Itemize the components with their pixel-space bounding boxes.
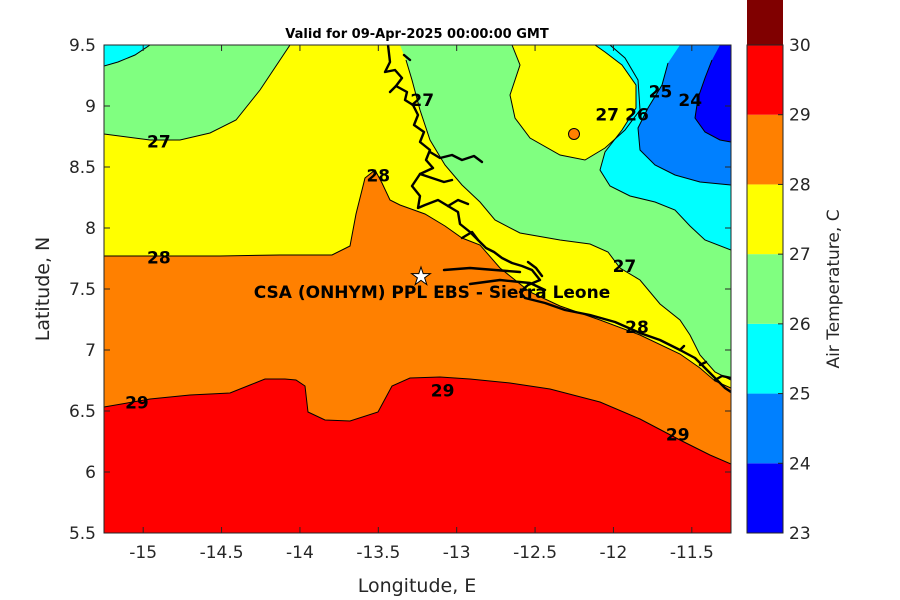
colorbar-tick-label: 23 (789, 524, 811, 544)
temp-band-27-28-east (510, 45, 640, 160)
x-axis-label: Longitude, E (358, 575, 477, 597)
coastline-sherbro (388, 53, 547, 292)
colorbar-tick-label: 28 (789, 175, 811, 195)
y-tick-label: 8.5 (69, 158, 96, 178)
contour-line-26-nw (104, 45, 151, 67)
colorbar-frame (746, 44, 784, 534)
contour-line-29 (104, 376, 731, 465)
contour-lines (104, 45, 731, 465)
contour-label: 27 (410, 91, 434, 111)
temp-band-29-30 (104, 377, 731, 533)
x-tick-label: -11.5 (670, 543, 714, 563)
temperature-marker (568, 128, 580, 140)
colorbar-tick-label: 29 (789, 106, 811, 126)
coastline-se (678, 344, 731, 382)
y-tick-label: 7 (85, 341, 96, 361)
y-axis-label: Latitude, N (32, 237, 54, 342)
x-tick-label: -14 (286, 543, 314, 563)
x-tick-label: -13.5 (356, 543, 400, 563)
colorbar-label: Air Temperature, C (824, 209, 844, 368)
colorbar-segment (747, 45, 783, 115)
contour-label: 24 (678, 91, 702, 111)
contour-label: 27 (613, 257, 637, 277)
colorbar-segment (747, 254, 783, 324)
colorbar-segment (747, 463, 783, 533)
colorbar-tick-label: 30 (789, 36, 811, 56)
colorbar-tick-label: 25 (789, 385, 811, 405)
contour-line-27-west (104, 45, 291, 141)
coastline-main (383, 45, 731, 394)
contour-label: 29 (125, 394, 149, 414)
colorbar-tick-label: 24 (789, 454, 811, 474)
x-tick-label: -12 (600, 543, 628, 563)
colorbar-tick-label: 27 (789, 245, 811, 265)
y-tick-label: 7.5 (69, 280, 96, 300)
y-tick-label: 9.5 (69, 36, 96, 56)
temp-band-25-26-nw (104, 45, 150, 66)
contour-line-26 (594, 45, 731, 251)
contour-line-25 (637, 62, 731, 186)
contour-label: 29 (666, 425, 690, 445)
x-tick-label: -12.5 (513, 543, 557, 563)
contour-label: 28 (147, 248, 171, 268)
colorbar-tick-label: 26 (789, 315, 811, 335)
colorbar-segment (747, 114, 783, 185)
contour-line-24 (694, 59, 731, 143)
colorbar-segment (747, 393, 783, 464)
colorbar-segment (747, 0, 783, 46)
contour-label: 28 (366, 167, 390, 187)
x-tick-label: -13 (443, 543, 471, 563)
y-axis-ticks: 5.5 6 6.5 7 7.5 8 8.5 9 9.5 (69, 36, 731, 544)
coastline-estuary (418, 150, 484, 242)
contour-line-28 (104, 169, 731, 389)
temp-band-23-24 (695, 45, 731, 142)
contour-label: 27 (595, 106, 619, 126)
y-tick-label: 6 (85, 463, 96, 483)
contour-label: 28 (625, 318, 649, 338)
coastline (383, 45, 731, 394)
x-tick-label: -15 (129, 543, 157, 563)
map-title: Valid for 09-Apr-2025 00:00:00 GMT (285, 27, 549, 42)
contour-label: 29 (431, 381, 455, 401)
x-tick-label: -14.5 (200, 543, 244, 563)
y-tick-label: 6.5 (69, 402, 96, 422)
temp-band-26-27-west (104, 45, 290, 140)
y-tick-label: 9 (85, 97, 96, 117)
site-label: CSA (ONHYM) PPL EBS - Sierra Leone (254, 283, 611, 303)
colorbar: 23 24 25 26 27 28 29 30 (746, 0, 811, 544)
contour-line-27-east (405, 59, 731, 381)
contour-label: 26 (625, 106, 649, 126)
y-tick-label: 8 (85, 219, 96, 239)
site-star-icon[interactable] (410, 265, 432, 286)
contour-label: 25 (649, 82, 673, 102)
contour-label: 27 (147, 132, 171, 152)
colorbar-segment (747, 323, 783, 394)
colorbar-segment (747, 184, 783, 255)
contour-line-27-bump (509, 45, 641, 161)
y-tick-label: 5.5 (69, 524, 96, 544)
x-axis-ticks: -15 -14.5 -14 -13.5 -13 -12.5 -12 -11.5 (129, 45, 714, 563)
